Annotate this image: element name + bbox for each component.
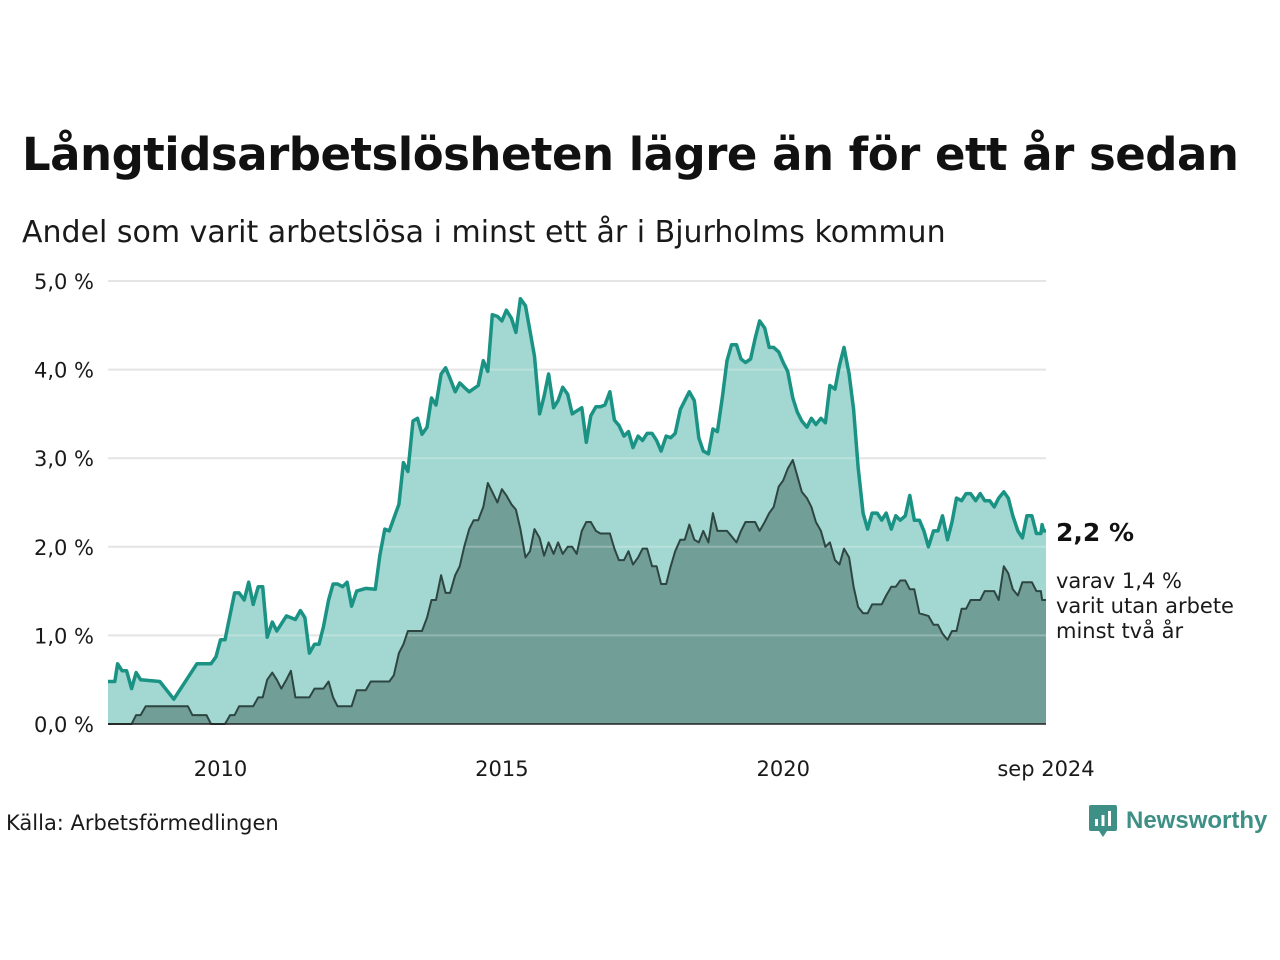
- x-tick-label: 2020: [756, 757, 809, 781]
- brand-logo[interactable]: Newsworthy: [1088, 804, 1267, 838]
- series-twoyear-end-label: varit utan arbete: [1056, 594, 1234, 618]
- newsworthy-logo-icon: [1089, 805, 1117, 837]
- series-twoyear-end-label: varav 1,4 %: [1056, 569, 1182, 593]
- y-tick-label: 5,0 %: [34, 270, 94, 294]
- brand-name: Newsworthy: [1126, 807, 1268, 834]
- x-tick-label: 2015: [475, 757, 528, 781]
- area-layer: [108, 280, 1046, 725]
- chart-subtitle: Andel som varit arbetslösa i minst ett å…: [22, 215, 946, 250]
- y-tick-label: 3,0 %: [34, 447, 94, 471]
- series-longterm-end-label: 2,2 %: [1056, 518, 1134, 547]
- label-layer: 0,0 % 1,0 % 2,0 % 3,0 % 4,0 % 5,0 % 2010 2015 20…: [34, 270, 1234, 781]
- chart-title: Långtidsarbetslösheten lägre än för ett …: [22, 128, 1239, 181]
- series-twoyear-end-label: minst två år: [1056, 618, 1184, 643]
- x-tick-label: sep 2024: [997, 757, 1094, 781]
- x-tick-label: 2010: [194, 757, 247, 781]
- source-note: Källa: Arbetsförmedlingen: [6, 811, 279, 835]
- series-twoyear-area: [108, 460, 1046, 724]
- y-tick-label: 0,0 %: [34, 713, 94, 737]
- series-longterm-line: [108, 296, 1046, 701]
- y-tick-label: 4,0 %: [34, 359, 94, 383]
- y-tick-label: 2,0 %: [34, 536, 94, 560]
- series-twoyear-line: [108, 459, 1046, 725]
- y-tick-label: 1,0 %: [34, 624, 94, 648]
